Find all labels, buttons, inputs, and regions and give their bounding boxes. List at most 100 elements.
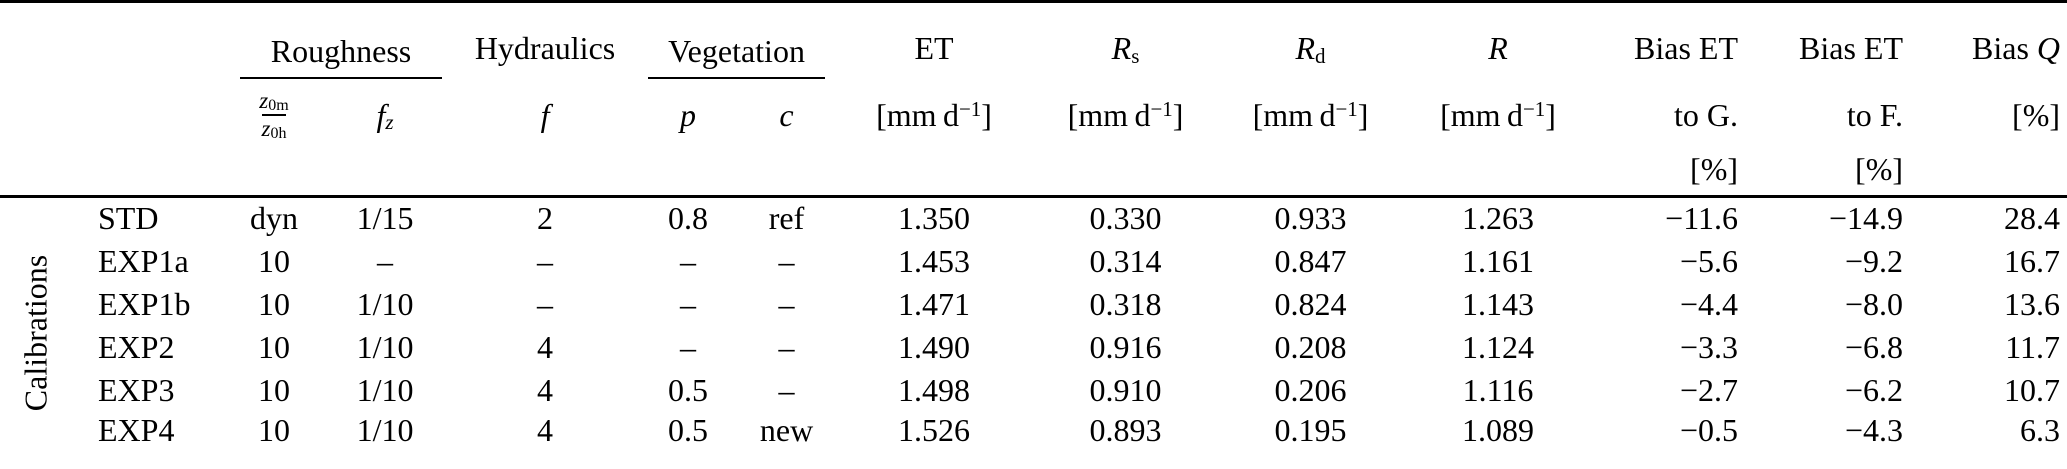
cell-p: – xyxy=(680,328,697,365)
cell-f: 4 xyxy=(537,328,554,365)
bias-q-prefix: Bias xyxy=(1972,30,2029,66)
cell-fz: 1/10 xyxy=(356,328,414,365)
group-roughness: Roughness xyxy=(230,2,452,84)
header-bias-q: Bias Q xyxy=(1923,2,2067,84)
unit-exponent: −1 xyxy=(1335,97,1358,122)
cell-name: EXP1a xyxy=(98,242,189,279)
cell-rd: 0.206 xyxy=(1274,371,1347,408)
cell-et: 1.350 xyxy=(898,200,971,237)
unit-close: ] xyxy=(1172,96,1184,133)
header-to-g: to G. xyxy=(1674,96,1739,133)
unit-exponent: −1 xyxy=(958,97,982,122)
unit-close: ] xyxy=(1357,96,1369,133)
cell-rd: 0.208 xyxy=(1274,328,1347,365)
header-row-groups: Roughness Hydraulics Vegetation ET Rs Rd… xyxy=(0,2,2067,84)
cell-rs: 0.916 xyxy=(1089,328,1162,365)
header-spacer xyxy=(1923,147,2067,197)
unit-exponent: −1 xyxy=(1522,97,1546,122)
z-symbol: z xyxy=(259,87,269,113)
cell-bias-q: 28.4 xyxy=(2004,200,2061,237)
cell-bias-q: 10.7 xyxy=(2004,371,2061,408)
cell-rs: 0.910 xyxy=(1089,371,1162,408)
unit-text: [mm d xyxy=(1252,96,1336,133)
cell-rs: 0.893 xyxy=(1089,411,1162,448)
cell-bias-g: −0.5 xyxy=(1679,411,1739,448)
table-row: EXP1a 10 – – – – 1.453 0.314 0.847 1.161 −5.6 −9.2 1… xyxy=(0,240,2067,283)
table-row: EXP1b 10 1/10 – – – 1.471 0.318 0.824 1.143 −4.4 −8… xyxy=(0,283,2067,326)
cell-bias-q: 11.7 xyxy=(2005,328,2061,365)
cell-name: EXP3 xyxy=(98,371,175,408)
cell-r: 1.143 xyxy=(1462,285,1535,322)
cell-bias-g: −2.7 xyxy=(1679,371,1739,408)
cell-bias-f: −8.0 xyxy=(1844,285,1904,322)
unit-text: [mm d xyxy=(876,96,959,133)
header-fz: fz xyxy=(318,83,452,147)
table-header: Roughness Hydraulics Vegetation ET Rs Rd… xyxy=(0,2,2067,197)
header-c: c xyxy=(738,83,835,147)
f-symbol: f xyxy=(540,96,550,133)
cell-r: 1.089 xyxy=(1462,411,1535,448)
group-hydraulics: Hydraulics xyxy=(474,30,616,66)
unit-bias-et-g: [%] xyxy=(1690,150,1739,187)
cell-z: dyn xyxy=(250,200,298,237)
cell-et: 1.471 xyxy=(898,285,971,322)
cell-rs: 0.330 xyxy=(1089,200,1162,237)
cell-bias-f: −6.2 xyxy=(1844,371,1904,408)
cell-p: 0.5 xyxy=(668,411,709,448)
header-rd: Rd xyxy=(1218,2,1403,84)
fraction-denominator: z0h xyxy=(261,114,287,142)
z-symbol: z xyxy=(261,116,271,141)
cell-z: 10 xyxy=(258,328,290,365)
header-p: p xyxy=(638,83,738,147)
cell-fz: – xyxy=(377,242,393,279)
group-vegetation: Vegetation xyxy=(638,2,835,84)
fz-symbol: f xyxy=(376,96,386,133)
header-z0m-z0h: z0m z0h xyxy=(230,83,318,147)
unit-bias-et-f: [%] xyxy=(1855,150,1904,187)
cell-z: 10 xyxy=(258,411,290,448)
header-bias-et-g: Bias ET xyxy=(1634,30,1739,66)
header-spacer xyxy=(0,147,1593,197)
group-roughness-label: Roughness xyxy=(240,33,443,79)
cell-bias-f: −9.2 xyxy=(1844,242,1904,279)
cell-f: 4 xyxy=(537,371,554,408)
cell-fz: 1/10 xyxy=(356,371,414,408)
header-et: ET xyxy=(914,30,954,66)
table-body: Calibrations STD dyn 1/15 2 0.8 ref 1.350 0.330 0… xyxy=(0,197,2067,469)
unit-exponent: −1 xyxy=(1150,97,1173,122)
p-symbol: p xyxy=(680,96,697,133)
unit-text: [mm d xyxy=(1067,96,1151,133)
cell-rs: 0.314 xyxy=(1089,242,1162,279)
cell-name: EXP2 xyxy=(98,328,175,365)
cell-z: 10 xyxy=(258,242,290,279)
cell-p: – xyxy=(680,285,697,322)
cell-p: – xyxy=(680,242,697,279)
rd-symbol: R xyxy=(1295,30,1316,66)
cell-c: new xyxy=(759,411,814,448)
group-vegetation-label: Vegetation xyxy=(648,33,826,79)
unit-rs: [mm d−1] xyxy=(1033,83,1218,147)
header-to-f: to F. xyxy=(1846,96,1904,133)
cell-r: 1.161 xyxy=(1462,242,1535,279)
table-row: Calibrations STD dyn 1/15 2 0.8 ref 1.350 0.330 0… xyxy=(0,197,2067,411)
cell-p: 0.8 xyxy=(668,200,709,237)
table-row: EXP4 10 1/10 4 0.5 new 1.526 0.893 0.195 1.089 −0.… xyxy=(0,412,2067,469)
cell-c: – xyxy=(778,328,795,365)
cell-rd: 0.195 xyxy=(1274,411,1347,448)
table-row: EXP2 10 1/10 4 – – 1.490 0.916 0.208 1.124 −3.3 −6.… xyxy=(0,326,2067,369)
cell-name: EXP4 xyxy=(98,411,175,448)
header-f: f xyxy=(452,83,638,147)
cell-c: – xyxy=(778,242,795,279)
cell-fz: 1/15 xyxy=(356,200,414,237)
cell-bias-g: −4.4 xyxy=(1679,285,1739,322)
header-r: R xyxy=(1403,2,1593,84)
cell-fz: 1/10 xyxy=(356,411,414,448)
cell-c: ref xyxy=(768,200,805,237)
cell-bias-f: −4.3 xyxy=(1844,411,1904,448)
cell-rs: 0.318 xyxy=(1089,285,1162,322)
header-row-symbols-units: z0m z0h fz f p c [mm d−1] [mm d−1] [mm d… xyxy=(0,83,2067,147)
cell-c: – xyxy=(778,371,795,408)
calibrations-side-label: Calibrations xyxy=(17,255,54,412)
rd-subscript: d xyxy=(1315,43,1326,68)
